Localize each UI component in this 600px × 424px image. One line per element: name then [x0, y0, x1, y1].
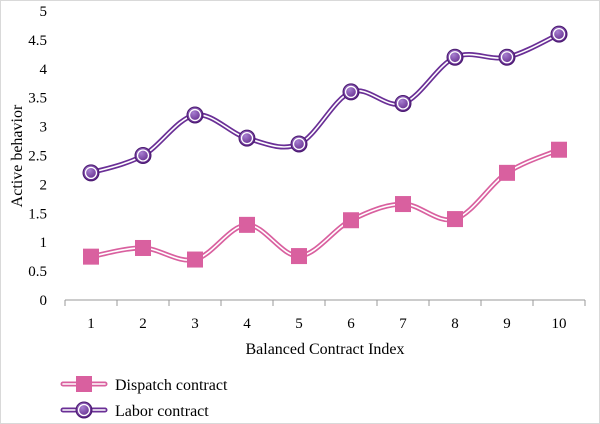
- y-tick-label: 0.5: [28, 264, 47, 280]
- legend-label-dispatch: Dispatch contract: [115, 377, 228, 394]
- y-tick-label: 4.5: [28, 33, 47, 49]
- data-point-square: [447, 211, 463, 228]
- legend-marker-circle-ring: [77, 403, 91, 417]
- y-tick-label: 1: [40, 235, 48, 251]
- y-tick-label: 3: [40, 120, 48, 136]
- data-point-square: [395, 196, 411, 213]
- data-point-square: [83, 248, 99, 265]
- x-tick-label: 8: [451, 316, 459, 332]
- series-layer: [82, 25, 568, 268]
- data-point-square: [343, 212, 359, 229]
- x-tick-label: 10: [552, 316, 567, 332]
- data-point-circle-ring: [292, 137, 306, 151]
- x-tick-label: 1: [87, 316, 95, 332]
- x-tick-label: 3: [191, 316, 199, 332]
- y-tick-label: 0: [40, 293, 48, 309]
- data-point-circle-ring: [396, 97, 410, 110]
- x-tick-label: 6: [347, 316, 355, 332]
- x-tick-label: 7: [399, 316, 407, 332]
- y-tick-label: 5: [40, 4, 48, 20]
- y-tick-label: 2: [40, 177, 48, 193]
- x-axis-title: Balanced Contract Index: [245, 341, 404, 358]
- data-point-square: [291, 248, 307, 265]
- y-tick-labels: 0 0.5 1 1.5 2 2.5 3 3.5 4 4.5 5: [28, 4, 47, 309]
- data-point-square: [499, 164, 515, 181]
- series-line-inner: [90, 148, 560, 261]
- data-point-circle-ring: [344, 85, 358, 99]
- legend-item-labor: Labor contract: [60, 401, 209, 420]
- data-point-square: [135, 239, 151, 256]
- series-line-inner: [90, 33, 560, 174]
- x-tick-label: 9: [503, 316, 511, 332]
- data-point-circle-ring: [136, 149, 150, 162]
- data-point-square: [239, 216, 255, 233]
- y-tick-label: 3.5: [28, 91, 47, 107]
- legend-label-labor: Labor contract: [115, 403, 209, 420]
- series-line-outer: [90, 31, 561, 176]
- data-point-circle-ring: [552, 27, 566, 41]
- data-point-circle-ring: [188, 108, 202, 122]
- legend-marker-square: [76, 376, 92, 392]
- series-dispatch: [83, 141, 567, 268]
- legend-item-dispatch: Dispatch contract: [60, 376, 228, 394]
- data-point-circle-ring: [448, 51, 462, 64]
- data-point-circle-ring: [500, 51, 514, 64]
- y-axis-title: Active behavior: [9, 104, 26, 207]
- legend: Dispatch contract Labor contract: [60, 376, 228, 420]
- data-point-circle-ring: [240, 132, 254, 145]
- x-tick-labels: 1 2 3 4 5 6 7 8 9 10: [87, 316, 566, 332]
- data-point-square: [187, 251, 203, 268]
- y-tick-label: 4: [40, 62, 48, 78]
- series-labor: [82, 25, 568, 182]
- data-point-circle-ring: [84, 166, 98, 179]
- data-point-square: [551, 141, 567, 158]
- y-tick-label: 2.5: [28, 149, 47, 165]
- x-tick-label: 2: [139, 316, 147, 332]
- x-tick-label: 5: [295, 316, 303, 332]
- x-tick-marks: [64, 300, 586, 306]
- y-tick-label: 1.5: [28, 206, 47, 222]
- series-line-outer: [90, 147, 561, 263]
- x-tick-label: 4: [243, 316, 251, 332]
